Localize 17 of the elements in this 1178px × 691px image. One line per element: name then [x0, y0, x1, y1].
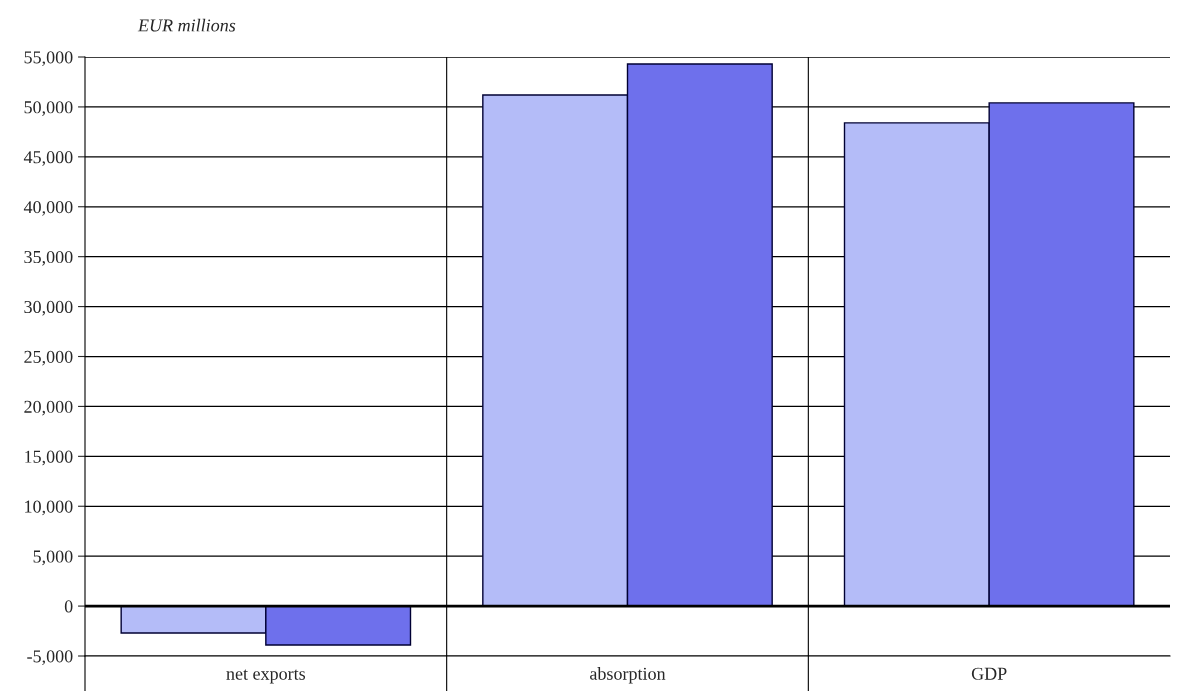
y-tick-label: 20,000: [24, 400, 73, 416]
x-tick-label: net exports: [226, 669, 306, 684]
y-tick-label: 10,000: [25, 500, 73, 516]
x-tick-label: GDP: [971, 667, 1007, 680]
y-tick-label: 0: [64, 600, 73, 613]
x-tick-label: absorption: [590, 667, 666, 684]
y-tick-label: -5,000: [27, 650, 73, 666]
y-tick-label: 25,000: [24, 350, 73, 366]
y-tick-label: 5,000: [33, 550, 73, 566]
y-axis-title: EUR millions: [137, 18, 236, 32]
y-tick-label: 50,000: [24, 101, 73, 116]
y-tick-label: 35,000: [24, 250, 73, 266]
y-tick-label: 55,000: [24, 51, 73, 67]
y-tick-label: 30,000: [24, 300, 73, 316]
y-tick-label: 45,000: [23, 151, 73, 166]
y-tick-label: 40,000: [23, 201, 73, 216]
y-tick-label: 15,000: [25, 450, 73, 466]
